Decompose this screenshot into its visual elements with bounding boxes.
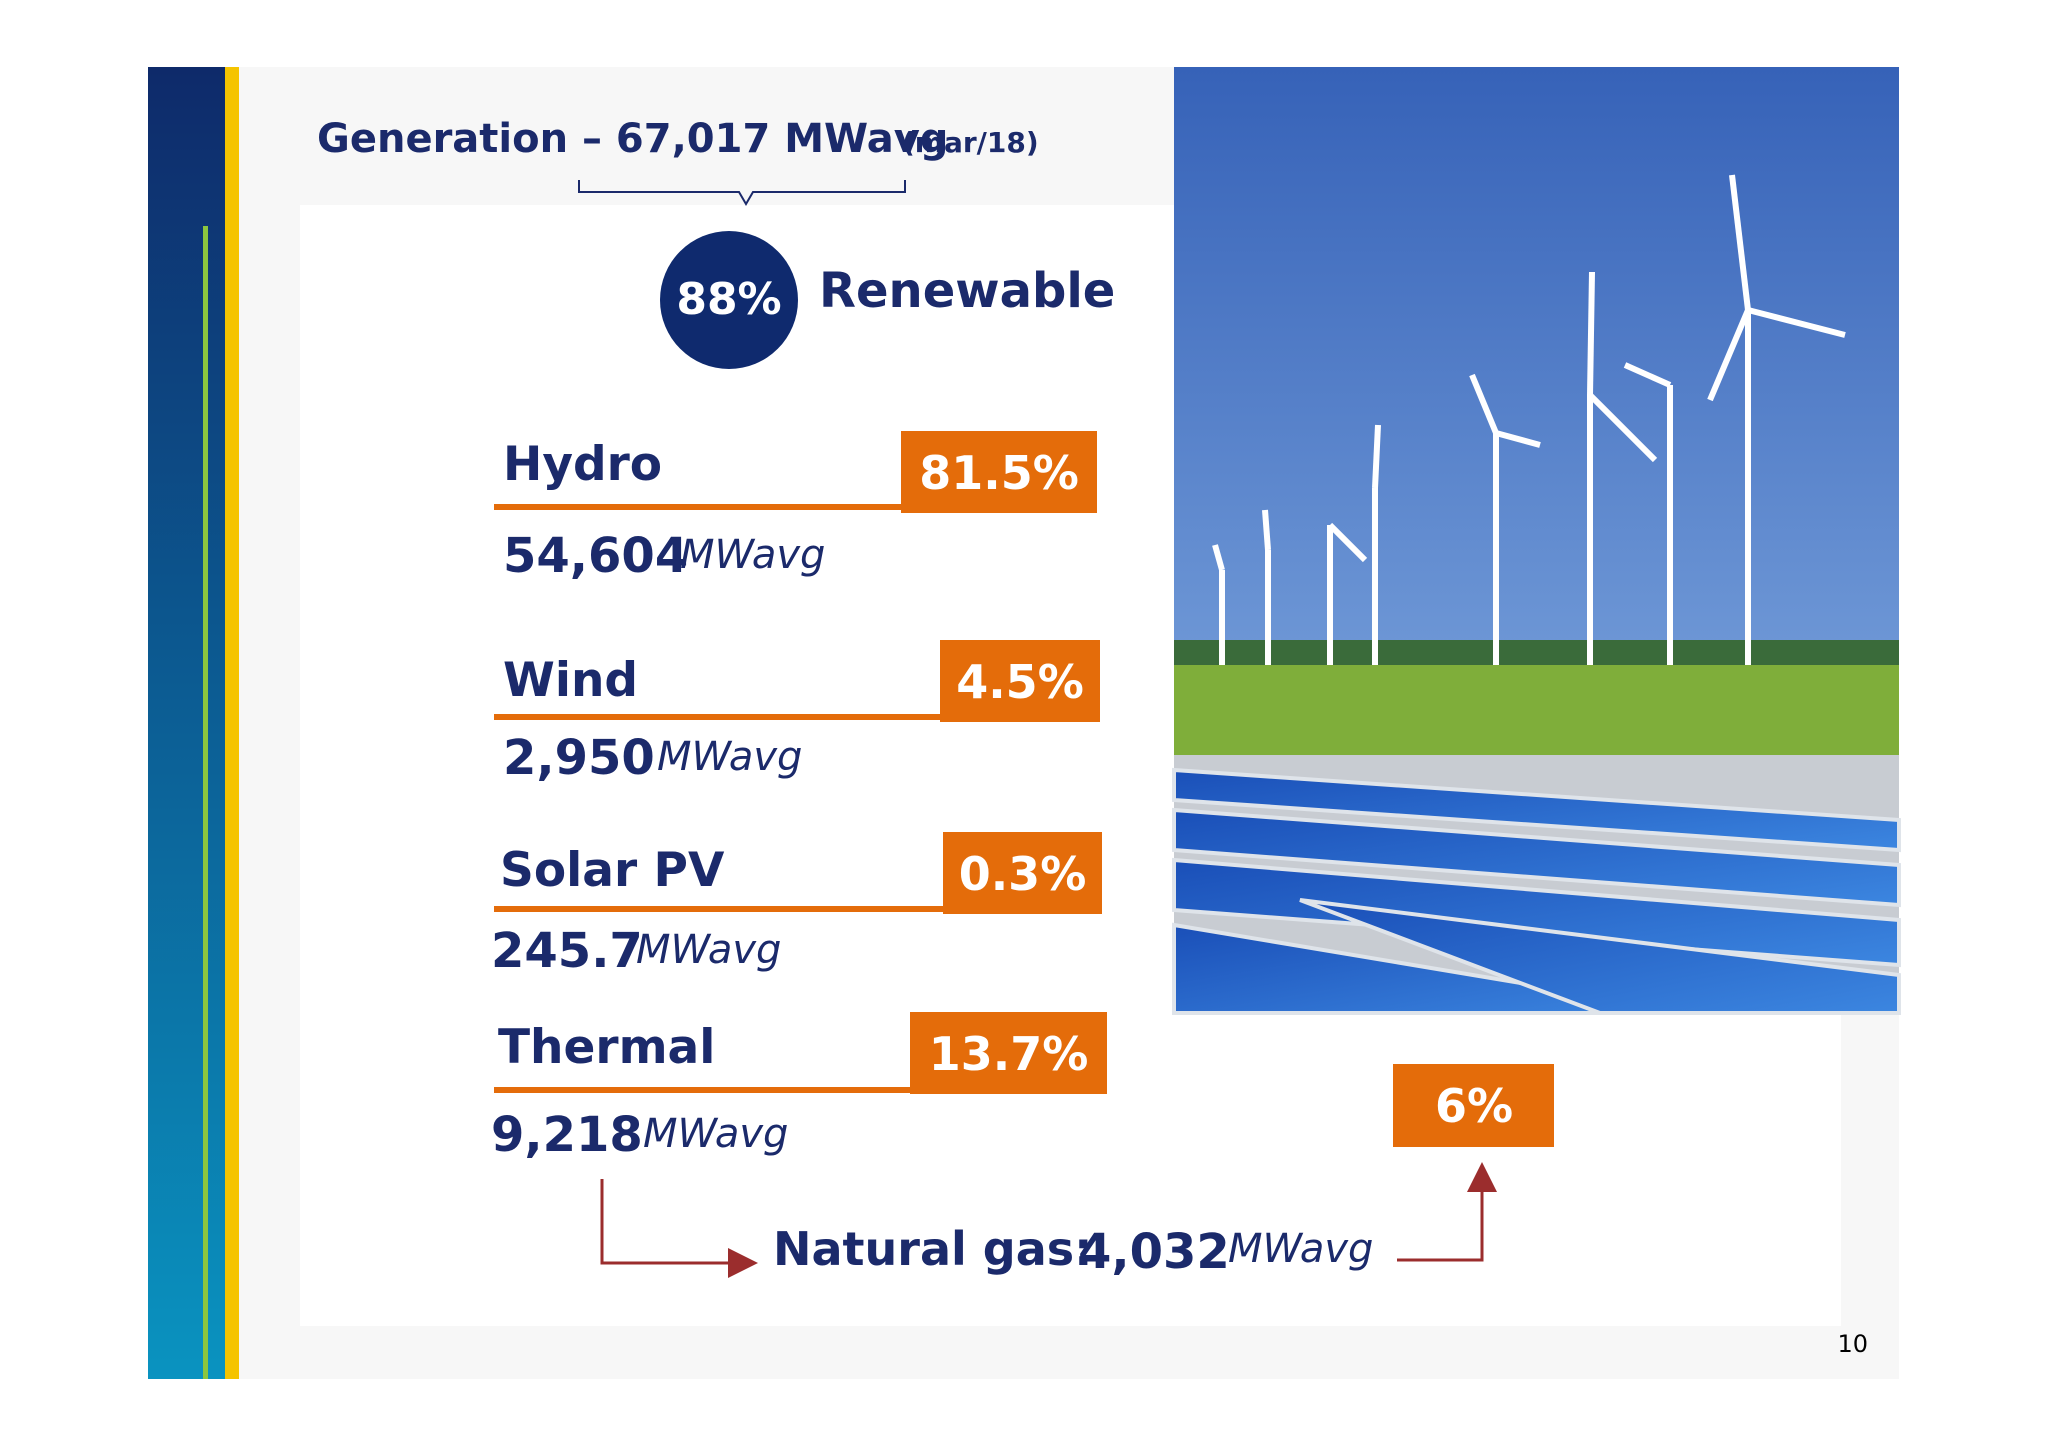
source-unit: MWavg	[680, 532, 825, 578]
brace	[578, 180, 906, 206]
share-box	[910, 1012, 1107, 1094]
source-unit: MWavg	[643, 1111, 788, 1157]
yellow-stripe	[225, 67, 239, 1379]
title: Generation – 67,017 MWavg	[317, 116, 948, 162]
source-amount: 54,604	[503, 528, 688, 584]
gas-unit: MWavg	[1228, 1226, 1373, 1272]
source-share: 4.5%	[956, 655, 1084, 709]
gas-share: 6%	[1435, 1079, 1513, 1133]
share-box	[901, 431, 1097, 513]
source-name: Solar PV	[500, 843, 725, 898]
source-share: 13.7%	[929, 1027, 1089, 1081]
gas-amount: 4,032	[1078, 1224, 1230, 1280]
source-name: Thermal	[498, 1020, 715, 1075]
share-box	[940, 640, 1100, 722]
source-share: 0.3%	[959, 847, 1087, 901]
share-box	[1393, 1064, 1554, 1147]
side-bar	[148, 67, 225, 1379]
source-name: Wind	[503, 653, 638, 708]
source-unit: MWavg	[636, 927, 781, 973]
source-name: Hydro	[503, 437, 662, 492]
source-unit: MWavg	[657, 734, 802, 780]
arrow	[600, 1179, 758, 1278]
green-line	[203, 226, 208, 1379]
arrow	[1397, 1162, 1497, 1262]
source-share: 81.5%	[919, 446, 1079, 500]
source-amount: 9,218	[491, 1107, 643, 1163]
share-box	[943, 832, 1102, 914]
page-number: 10	[1837, 1330, 1868, 1358]
renewable-label: Renewable	[819, 263, 1115, 319]
renewable-badge	[660, 231, 798, 369]
gas-label: Natural gas:	[773, 1222, 1093, 1276]
renewable-percent: 88%	[676, 274, 781, 325]
title-note: (mar/18)	[902, 126, 1039, 159]
photo	[1172, 67, 1901, 1015]
source-amount: 2,950	[503, 730, 655, 786]
source-amount: 245.7	[491, 923, 643, 979]
